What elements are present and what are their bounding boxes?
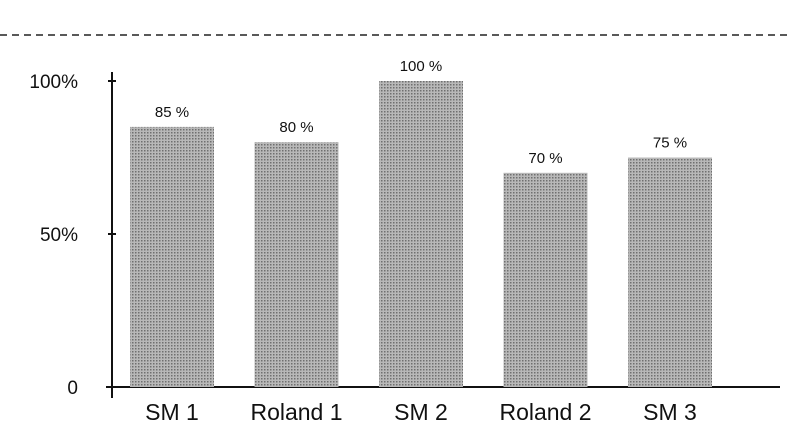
x-tick-label: SM 1 (145, 399, 199, 425)
y-tick-label: 50% (40, 225, 78, 246)
x-tick-label: SM 2 (394, 399, 448, 425)
x-tick-label: Roland 1 (250, 399, 342, 425)
data-label: 80 % (279, 119, 313, 136)
data-label: 75 % (653, 135, 687, 152)
data-label: 70 % (528, 150, 562, 167)
y-axis: 0 50% 100% (29, 72, 116, 399)
bar-roland-2 (503, 172, 588, 387)
data-labels: 85 % 80 % 100 % 70 % 75 % (155, 58, 687, 167)
data-label: 100 % (400, 58, 443, 75)
bar-sm-2 (379, 81, 463, 387)
y-tick-label: 100% (29, 72, 78, 93)
x-axis: SM 1 Roland 1 SM 2 Roland 2 SM 3 (106, 386, 780, 425)
bars (130, 81, 712, 388)
bar-sm-1 (130, 126, 214, 388)
x-tick-label: SM 3 (643, 399, 697, 425)
bar-sm-3 (628, 157, 712, 387)
x-tick-label: Roland 2 (499, 399, 591, 425)
bar-roland-1 (254, 142, 339, 387)
data-label: 85 % (155, 104, 189, 121)
y-tick-label: 0 (67, 378, 78, 399)
